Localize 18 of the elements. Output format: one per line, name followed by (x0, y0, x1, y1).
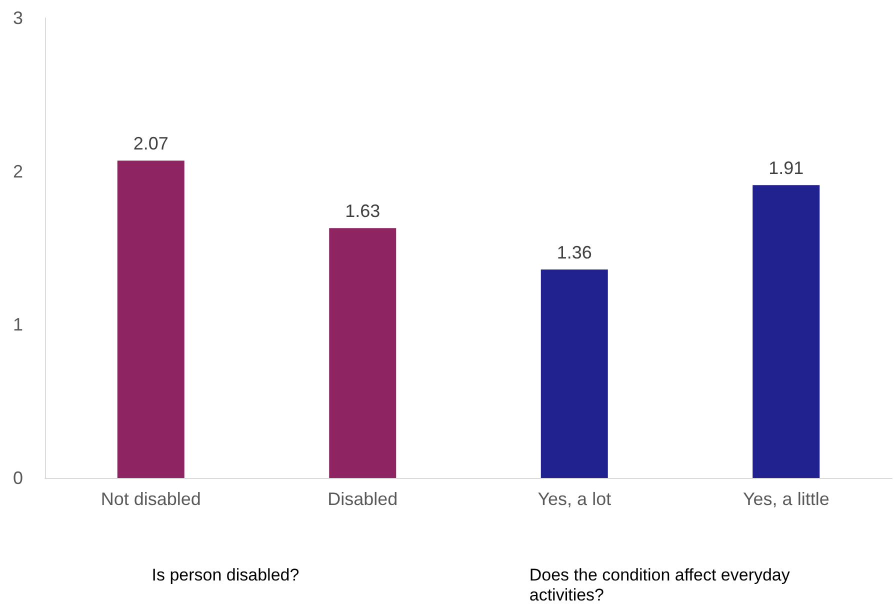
x-tick-label: Disabled (328, 489, 398, 509)
bar (540, 269, 608, 478)
y-tick-label: 3 (12, 8, 23, 28)
y-tick-label: 0 (12, 468, 23, 488)
data-label: 1.91 (768, 158, 804, 178)
y-tick-label: 1 (12, 314, 23, 335)
x-tick-label: Not disabled (100, 489, 201, 509)
bar (329, 228, 396, 478)
y-tick-label: 2 (12, 161, 23, 182)
data-label: 1.63 (345, 201, 380, 222)
text: Is person disabled? (152, 566, 300, 584)
data-label: 2.07 (133, 134, 168, 154)
bar (117, 160, 184, 478)
text: Does the condition affect everyday activities? (529, 566, 795, 604)
data-label: 1.36 (556, 242, 592, 262)
x-tick-label: Yes, a lot (538, 489, 612, 509)
x-tick-label: Yes, a little (742, 489, 830, 509)
bar (752, 185, 820, 478)
